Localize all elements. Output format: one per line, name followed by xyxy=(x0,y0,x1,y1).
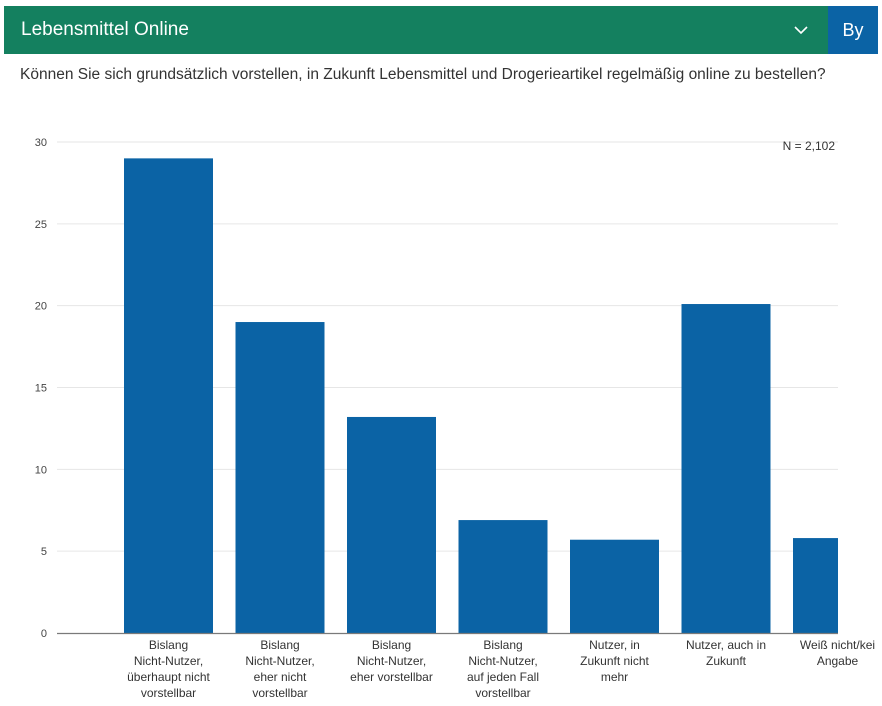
bar[interactable] xyxy=(124,158,213,633)
sample-size-note: N = 2,102 xyxy=(783,139,836,153)
y-tick-label: 5 xyxy=(41,546,47,558)
chevron-down-icon[interactable] xyxy=(782,6,820,54)
chart-title: Lebensmittel Online xyxy=(21,19,189,40)
bar-chart: 0 5 10 15 20 25 30 Bislang Nicht-Nutzer, überhaup… xyxy=(35,137,875,700)
x-category-label: Bislang Nicht-Nutzer, eher vorstellbar xyxy=(350,638,433,684)
y-tick-label: 30 xyxy=(35,137,47,149)
x-category-label: Bislang Nicht-Nutzer, auf jeden Fall vorste… xyxy=(467,638,539,700)
bar[interactable] xyxy=(347,416,436,633)
bar[interactable] xyxy=(570,539,659,633)
y-tick-label: 0 xyxy=(41,628,47,640)
x-category-label: Nutzer, in Zukunft nicht mehr xyxy=(580,638,649,684)
brand-badge[interactable]: By xyxy=(828,6,878,54)
y-tick-label: 20 xyxy=(35,301,47,313)
x-category-label: Bislang Nicht-Nutzer, überhaupt nicht vorst… xyxy=(127,638,210,700)
x-category-label: Nutzer, auch in Zukunft xyxy=(686,638,766,668)
y-tick-label: 10 xyxy=(35,464,47,476)
y-tick-label: 25 xyxy=(35,219,47,231)
question-text: Können Sie sich grundsätzlich vorstellen… xyxy=(20,66,826,83)
bar[interactable] xyxy=(235,322,325,633)
x-category-label: Weiß nicht/kei Angabe xyxy=(800,638,875,668)
bar[interactable] xyxy=(458,520,548,633)
bar[interactable] xyxy=(793,538,838,633)
header-bar: Lebensmittel Online By xyxy=(4,6,878,54)
y-tick-label: 15 xyxy=(35,383,47,395)
bar[interactable] xyxy=(681,304,771,633)
x-category-label: Bislang Nicht-Nutzer, eher nicht vorstellba… xyxy=(245,638,314,700)
